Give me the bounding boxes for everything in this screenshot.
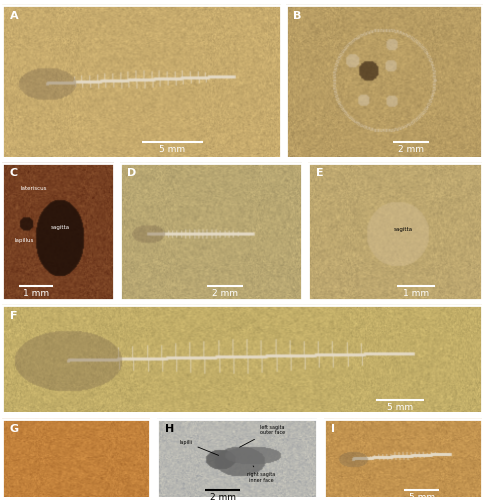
- Text: 1 mm: 1 mm: [403, 289, 429, 298]
- Text: D: D: [127, 168, 136, 178]
- Text: sagitta: sagitta: [51, 224, 70, 230]
- Bar: [286, 5, 482, 158]
- Text: F: F: [10, 311, 17, 321]
- Text: E: E: [316, 168, 323, 178]
- Text: G: G: [10, 424, 19, 434]
- Bar: [2, 5, 281, 158]
- Text: H: H: [165, 424, 174, 434]
- Bar: [157, 418, 317, 498]
- Text: lapillus: lapillus: [15, 238, 34, 243]
- Text: right sagita
inner face: right sagita inner face: [247, 466, 275, 482]
- Bar: [2, 162, 114, 300]
- Text: 5 mm: 5 mm: [387, 402, 413, 411]
- Text: 5 mm: 5 mm: [159, 145, 185, 154]
- Bar: [308, 162, 482, 300]
- Text: 2 mm: 2 mm: [210, 492, 236, 500]
- Text: A: A: [10, 11, 18, 21]
- Text: 1 mm: 1 mm: [23, 289, 49, 298]
- Bar: [2, 305, 482, 412]
- Bar: [2, 418, 150, 498]
- Bar: [120, 162, 302, 300]
- Text: 2 mm: 2 mm: [212, 289, 238, 298]
- Text: lapilli: lapilli: [180, 440, 219, 456]
- Bar: [324, 418, 482, 498]
- Text: 5 mm: 5 mm: [408, 492, 435, 500]
- Text: left sagita
outer face: left sagita outer face: [240, 424, 285, 447]
- Text: sagitta: sagitta: [394, 227, 413, 232]
- Text: 2 mm: 2 mm: [398, 145, 424, 154]
- Text: lateriscus: lateriscus: [20, 186, 47, 191]
- Text: I: I: [331, 424, 335, 434]
- Text: C: C: [10, 168, 18, 178]
- Text: B: B: [293, 11, 301, 21]
